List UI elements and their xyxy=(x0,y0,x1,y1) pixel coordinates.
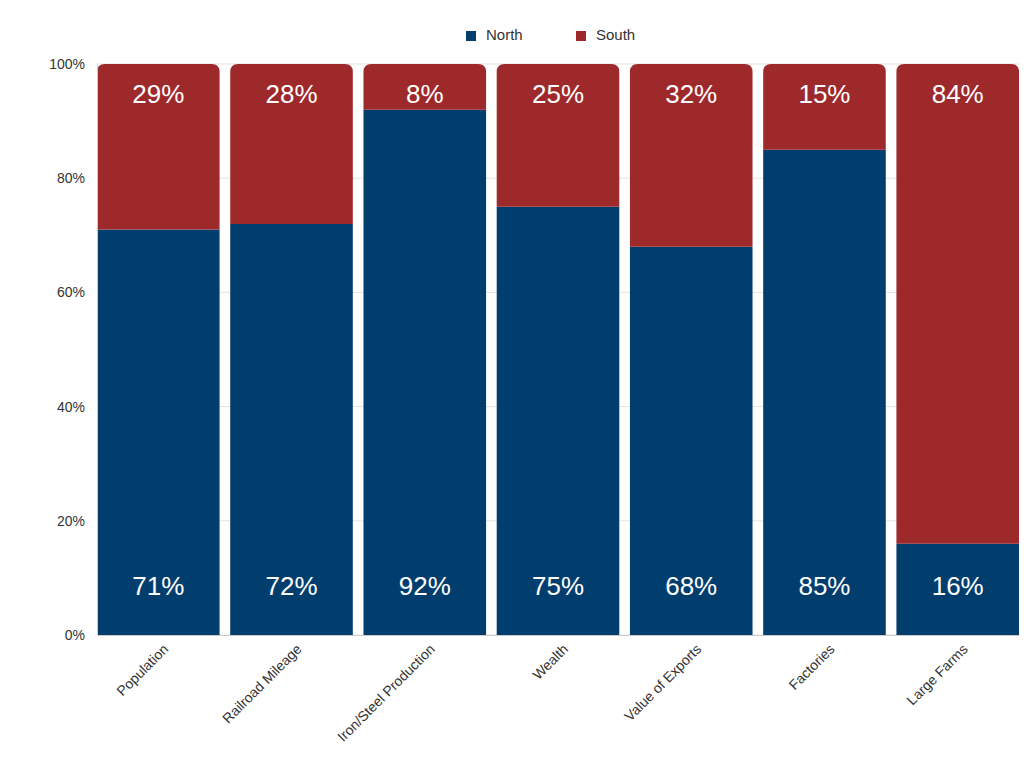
y-tick: 60% xyxy=(57,284,97,300)
y-axis: 0% 20% 40% 60% 80% 100% xyxy=(49,56,97,643)
legend-swatch xyxy=(466,31,476,41)
bar-segment xyxy=(896,64,1019,544)
legend-item: North xyxy=(466,26,523,43)
data-label: 16% xyxy=(932,571,984,601)
x-tick-label: Value of Exports xyxy=(621,641,704,724)
x-tick-label: Factories xyxy=(786,641,838,693)
x-tick: Value of Exports xyxy=(621,641,704,724)
legend-label: North xyxy=(486,26,523,43)
x-tick: Railroad Mileage xyxy=(219,641,305,727)
data-label: 25% xyxy=(532,79,584,109)
y-tick: 40% xyxy=(57,399,97,415)
x-tick-label: Large Farms xyxy=(903,641,970,708)
data-label: 92% xyxy=(399,571,451,601)
legend: North South xyxy=(466,26,635,43)
y-tick: 0% xyxy=(65,627,97,643)
legend-label: South xyxy=(596,26,635,43)
bars xyxy=(97,64,1019,635)
y-tick: 20% xyxy=(57,513,97,529)
data-label: 15% xyxy=(798,79,850,109)
data-label: 68% xyxy=(665,571,717,601)
y-tick-label: 0% xyxy=(65,627,85,643)
data-label: 8% xyxy=(406,79,444,109)
bar-segment xyxy=(97,230,220,635)
y-tick-label: 20% xyxy=(57,513,85,529)
bar-segment xyxy=(230,64,353,224)
bar-segment xyxy=(230,224,353,635)
data-label: 85% xyxy=(798,571,850,601)
data-label: 29% xyxy=(132,79,184,109)
y-tick: 80% xyxy=(57,170,97,186)
bar-segment xyxy=(363,110,486,635)
bar-segment xyxy=(630,64,753,247)
x-tick: Population xyxy=(113,641,171,699)
data-label: 84% xyxy=(932,79,984,109)
data-label: 72% xyxy=(266,571,318,601)
x-tick-label: Iron/Steel Production xyxy=(334,641,438,745)
x-tick-label: Population xyxy=(113,641,171,699)
series-1 xyxy=(97,64,1019,544)
x-axis: Population Railroad Mileage Iron/Steel Pro… xyxy=(98,636,1020,745)
bar-segment xyxy=(497,207,620,635)
y-tick: 100% xyxy=(49,56,97,72)
data-label: 71% xyxy=(132,571,184,601)
x-tick-label: Wealth xyxy=(529,641,571,683)
bar-segment xyxy=(497,64,620,207)
y-tick-label: 60% xyxy=(57,284,85,300)
x-tick: Iron/Steel Production xyxy=(334,641,438,745)
bar-segment xyxy=(630,247,753,635)
data-labels: 71% 72% 92% 75% 68% 85% 16% 29% 28% 8% 25% 32% 15% 84… xyxy=(132,79,983,601)
data-label: 75% xyxy=(532,571,584,601)
x-tick: Large Farms xyxy=(903,641,970,708)
y-axis-line xyxy=(97,65,98,636)
bar-segment xyxy=(363,64,486,110)
legend-swatch xyxy=(576,31,586,41)
bar-segment xyxy=(896,544,1019,635)
chart: 71% 72% 92% 75% 68% 85% 16% 29% 28% 8% 25% 32% 15% 84… xyxy=(0,0,1024,768)
legend-item: South xyxy=(576,26,635,43)
data-label: 28% xyxy=(266,79,318,109)
bar-segment xyxy=(763,64,886,150)
y-tick-label: 100% xyxy=(49,56,85,72)
x-tick: Wealth xyxy=(529,641,571,683)
data-label: 32% xyxy=(665,79,717,109)
bar-segment xyxy=(97,64,220,230)
x-axis-line xyxy=(98,635,1020,636)
y-tick-label: 40% xyxy=(57,399,85,415)
bar-segment xyxy=(763,150,886,635)
x-tick-label: Railroad Mileage xyxy=(219,641,305,727)
x-tick: Factories xyxy=(786,641,838,693)
y-tick-label: 80% xyxy=(57,170,85,186)
grid xyxy=(97,64,1019,635)
